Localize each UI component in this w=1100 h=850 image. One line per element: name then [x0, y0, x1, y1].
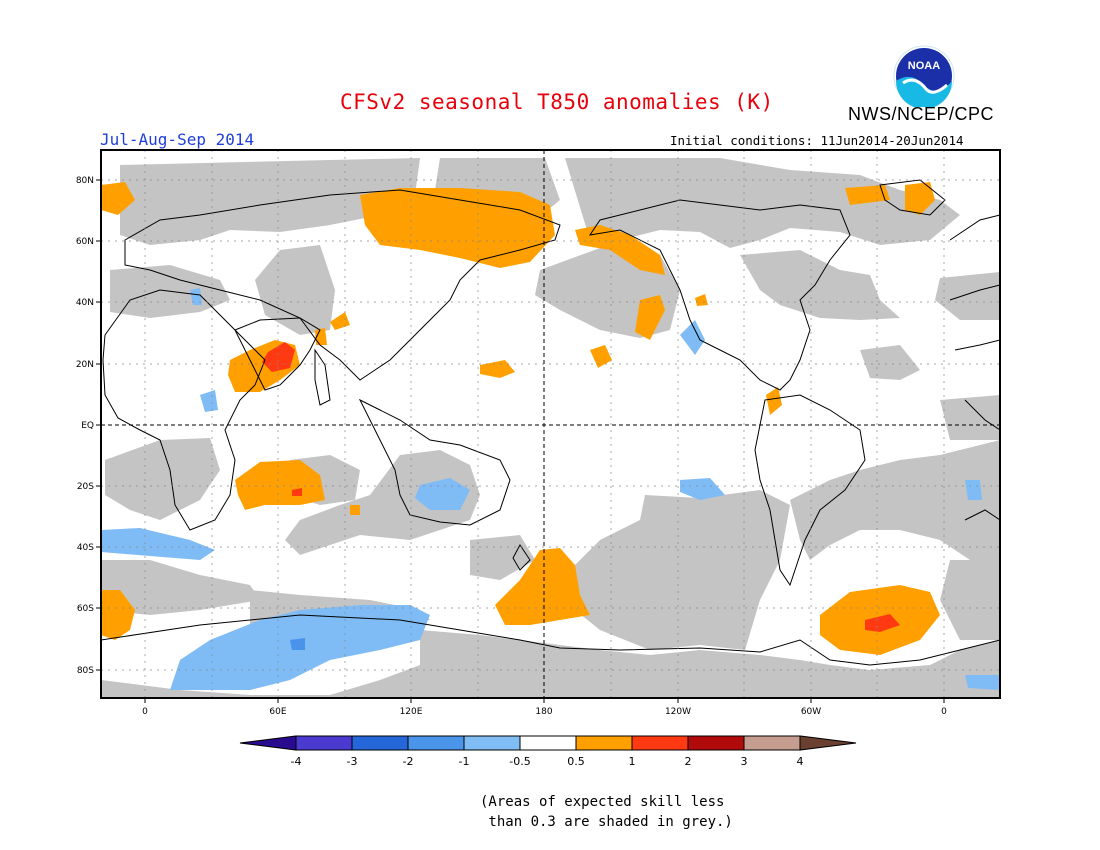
agency-label: NWS/NCEP/CPC [848, 104, 995, 124]
lon-label-0-east: 0 [941, 707, 947, 717]
equator-dateline [101, 150, 1000, 698]
lat-label-40n: 40N [76, 298, 94, 308]
map-title: CFSv2 seasonal T850 anomalies (K) [340, 90, 774, 114]
lon-label-60e: 60E [269, 707, 286, 717]
season-label: Jul-Aug-Sep 2014 [100, 130, 255, 149]
colorbar-tick-label: 1 [629, 755, 636, 768]
colorbar-tick-label: -2 [403, 755, 414, 768]
colorbar-tick-label: -3 [347, 755, 358, 768]
colorbar-segment [631, 735, 689, 751]
blue-core [290, 638, 305, 650]
coastlines [101, 179, 1000, 666]
skill-footnote: (Areas of expected skill less than 0.3 a… [480, 792, 733, 832]
colorbar-segment [743, 735, 801, 751]
lat-label-eq: EQ [81, 421, 94, 431]
colorbar-segment [295, 735, 353, 751]
colorbar-tick-label: -0.5 [509, 755, 530, 768]
colorbar-segment [519, 735, 577, 751]
lat-label-80s: 80S [77, 666, 94, 676]
colorbar-segment [407, 735, 465, 751]
noaa-logo: NOAA [893, 45, 955, 107]
lat-label-60n: 60N [76, 237, 94, 247]
anomaly-map: 80N 60N 40N 20N EQ 20S 40S 60S 80S 0 60E… [76, 149, 1001, 768]
lat-label-20s: 20S [77, 482, 94, 492]
lat-label-80n: 80N [76, 176, 94, 186]
colorbar-segment [687, 735, 745, 751]
lon-label-120w: 120W [665, 707, 691, 717]
strong-positive-anomalies [262, 342, 900, 632]
colorbar-segment [575, 735, 633, 751]
colorbar-tick-label: 4 [797, 755, 804, 768]
lon-label-60w: 60W [801, 707, 821, 717]
colorbar-segment [463, 735, 521, 751]
colorbar-tick-label: 2 [685, 755, 692, 768]
lat-label-20n: 20N [76, 360, 94, 370]
lon-label-180: 180 [535, 707, 552, 717]
noaa-logo-text: NOAA [908, 60, 940, 72]
initial-conditions-label: Initial conditions: 11Jun2014-20Jun2014 [670, 133, 964, 148]
colorbar-tick-label: -1 [459, 755, 470, 768]
lat-label-60s: 60S [77, 604, 94, 614]
map-fields [101, 150, 1000, 698]
lon-label-0: 0 [142, 707, 148, 717]
lat-label-40s: 40S [77, 543, 94, 553]
footnote-line-1: (Areas of expected skill less [480, 794, 725, 810]
lon-label-120e: 120E [400, 707, 423, 717]
colorbar-tick-label: -4 [291, 755, 302, 768]
low-skill-shading [101, 158, 1000, 698]
colorbar-right-arrow [799, 735, 857, 751]
colorbar-left-arrow [239, 735, 297, 751]
graticule [101, 150, 1000, 698]
footnote-line-2: than 0.3 are shaded in grey.) [480, 814, 733, 830]
colorbar: -4 -3 -2 -1 -0.5 0.5 1 2 3 4 [239, 735, 857, 768]
colorbar-tick-label: 3 [741, 755, 748, 768]
colorbar-segment [351, 735, 409, 751]
map-frame [100, 149, 1001, 699]
colorbar-tick-label: 0.5 [567, 755, 585, 768]
